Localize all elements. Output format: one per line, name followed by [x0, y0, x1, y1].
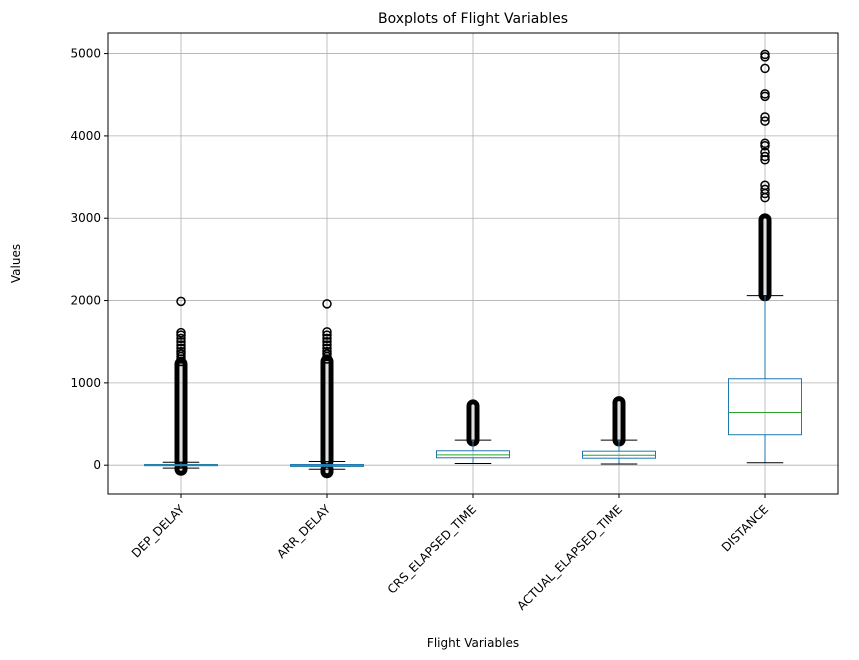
- outlier-point: [760, 89, 770, 99]
- y-axis-title: Values: [9, 244, 23, 283]
- outlier-point: [760, 184, 770, 195]
- outlier-point: [322, 330, 332, 340]
- outlier-point: [176, 333, 186, 344]
- x-tick-label: DEP_DELAY: [129, 502, 188, 561]
- x-tick-label: DISTANCE: [719, 502, 771, 554]
- outlier-point: [322, 336, 332, 347]
- x-tick-label: ARR_DELAY: [274, 502, 333, 561]
- iqr-box: [582, 450, 656, 459]
- outlier-point: [322, 340, 332, 350]
- y-tick-label: 3000: [70, 211, 101, 225]
- outlier-point: [760, 138, 770, 149]
- box-distance: [728, 49, 802, 464]
- x-tick-label: CRS_ELAPSED_TIME: [385, 502, 479, 596]
- axis-layer: 0 1000 2000 3000 4000 5000 DEP_DELAY ARR_DELAY C…: [70, 47, 771, 613]
- outlier-point: [760, 180, 770, 191]
- y-tick-label: 2000: [70, 294, 101, 308]
- outlier-point: [322, 299, 332, 309]
- outlier-point: [760, 151, 770, 162]
- box-actual-elapsed-time: [582, 396, 656, 465]
- outlier-point: [760, 63, 770, 74]
- outlier-point: [760, 49, 770, 60]
- chart-title: Boxplots of Flight Variables: [378, 11, 568, 27]
- box-dep-delay: [144, 296, 218, 476]
- iqr-box: [728, 378, 802, 436]
- outlier-point: [322, 343, 332, 354]
- y-tick-label: 4000: [70, 129, 101, 143]
- outlier-point: [322, 346, 332, 357]
- outlier-point: [176, 296, 186, 307]
- boxes-layer: [144, 49, 802, 479]
- outlier-point: [760, 147, 770, 158]
- box-arr-delay: [290, 299, 364, 479]
- outlier-point: [176, 343, 186, 354]
- outlier-point: [322, 333, 332, 344]
- outlier-point: [176, 327, 186, 338]
- outlier-point: [760, 116, 770, 126]
- y-tick-label: 0: [93, 458, 101, 472]
- y-tick-label: 5000: [70, 47, 101, 61]
- outlier-point: [176, 346, 186, 357]
- outlier-point: [176, 336, 186, 347]
- outlier-point: [322, 327, 332, 337]
- x-axis-title: Flight Variables: [427, 636, 519, 650]
- x-tick-label: ACTUAL_ELAPSED_TIME: [514, 502, 625, 613]
- outlier-point: [760, 112, 770, 122]
- outlier-point: [176, 340, 186, 350]
- y-tick-label: 1000: [70, 376, 101, 390]
- grid-layer: [108, 33, 838, 494]
- box-crs-elapsed-time: [436, 399, 510, 465]
- iqr-box: [436, 450, 510, 459]
